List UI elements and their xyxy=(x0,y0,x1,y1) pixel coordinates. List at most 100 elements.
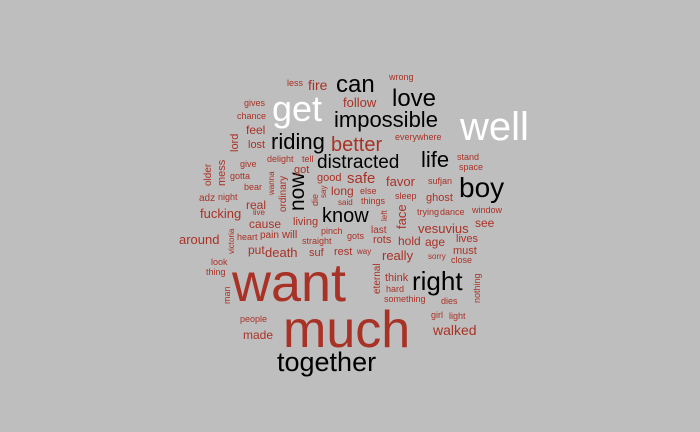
word-must: must xyxy=(453,245,477,257)
word-living: living xyxy=(293,216,319,228)
word-tell: tell xyxy=(302,154,314,164)
word-around: around xyxy=(179,232,220,247)
word-adz: adz xyxy=(199,193,216,204)
word-age: age xyxy=(425,235,446,249)
word-know: know xyxy=(322,205,369,227)
word-will: will xyxy=(282,229,298,241)
word-now: now xyxy=(286,172,309,211)
word-said: said xyxy=(338,198,353,207)
word-gots: gots xyxy=(347,231,365,241)
word-gives: gives xyxy=(244,98,266,108)
word-girl: girl xyxy=(431,310,444,320)
word-sleep: sleep xyxy=(395,191,417,201)
word-life: life xyxy=(421,147,450,172)
word-pain: pain xyxy=(260,230,279,241)
word-riding: riding xyxy=(271,129,325,154)
word-wrong: wrong xyxy=(389,72,414,82)
word-gotta: gotta xyxy=(230,171,251,181)
word-sorry: sorry xyxy=(428,252,446,261)
word-much: much xyxy=(283,301,411,359)
word-stand: stand xyxy=(457,152,480,162)
word-older: older xyxy=(203,163,214,186)
word-fucking: fucking xyxy=(200,206,242,221)
word-real: real xyxy=(246,198,267,212)
word-favor: favor xyxy=(386,174,415,189)
word-mess: mess xyxy=(216,159,228,186)
word-impossible: impossible xyxy=(334,107,438,132)
word-follow: follow xyxy=(343,95,377,110)
word-better: better xyxy=(331,134,383,156)
word-give: give xyxy=(240,159,257,169)
word-bear: bear xyxy=(244,182,263,192)
word-things: things xyxy=(361,196,386,206)
word-really: really xyxy=(382,248,414,263)
word-vesuvius: vesuvius xyxy=(418,221,469,236)
word-made: made xyxy=(243,328,274,342)
word-lord: lord xyxy=(229,133,241,152)
word-lives: lives xyxy=(456,233,479,245)
word-sufjan: sufjan xyxy=(428,176,453,186)
word-light: light xyxy=(449,311,466,321)
word-see: see xyxy=(475,216,495,230)
word-fire: fire xyxy=(308,77,328,93)
word-lost: lost xyxy=(248,139,266,151)
word-way: way xyxy=(357,247,372,256)
word-together: together xyxy=(277,347,377,377)
word-ghost: ghost xyxy=(426,192,453,204)
word-look: look xyxy=(211,257,228,267)
word-long: long xyxy=(331,184,354,198)
word-good: good xyxy=(317,172,342,184)
word-victoria: victoria xyxy=(227,228,236,254)
word-close: close xyxy=(451,255,473,265)
word-can: can xyxy=(336,71,375,98)
word-got: got xyxy=(294,164,310,176)
word-live: live xyxy=(253,208,266,217)
word-straight: straight xyxy=(302,236,332,246)
word-nothing: nothing xyxy=(472,273,482,303)
word-rots: rots xyxy=(373,234,392,246)
word-people: people xyxy=(240,314,268,324)
word-well: well xyxy=(460,105,529,149)
word-delight: delight xyxy=(267,154,294,164)
word-rest: rest xyxy=(334,246,353,258)
word-say: say xyxy=(319,185,328,198)
word-everywhere: everywhere xyxy=(395,132,442,142)
word-ordinary: ordinary xyxy=(278,175,289,212)
word-man: man xyxy=(222,286,232,304)
word-boy: boy xyxy=(459,172,505,203)
word-hard: hard xyxy=(386,284,405,294)
word-put: put xyxy=(248,243,265,257)
word-less: less xyxy=(287,78,304,88)
word-chance: chance xyxy=(237,111,267,121)
word-night: night xyxy=(218,192,238,202)
word-dies: dies xyxy=(441,296,458,306)
word-get: get xyxy=(272,88,323,129)
word-trying: trying xyxy=(417,207,440,217)
word-eternal: eternal xyxy=(372,263,383,294)
word-suf: suf xyxy=(309,247,324,259)
word-safe: safe xyxy=(347,170,376,187)
word-right: right xyxy=(412,266,463,296)
word-face: face xyxy=(394,204,409,229)
word-space: space xyxy=(459,162,484,172)
word-love: love xyxy=(392,85,437,112)
word-distracted: distracted xyxy=(317,152,400,173)
word-hold: hold xyxy=(398,234,421,248)
word-pinch: pinch xyxy=(321,226,343,236)
word-dance: dance xyxy=(440,207,465,217)
word-last: last xyxy=(371,225,387,236)
word-window: window xyxy=(472,205,503,215)
word-think: think xyxy=(385,272,409,284)
word-death: death xyxy=(265,245,298,260)
word-wanna: wanna xyxy=(267,171,276,195)
word-feel: feel xyxy=(246,123,266,137)
word-thing: thing xyxy=(206,267,226,277)
word-heart: heart xyxy=(237,232,258,242)
word-left: left xyxy=(380,210,389,221)
word-cause: cause xyxy=(249,217,282,231)
word-walked: walked xyxy=(433,322,477,338)
word-else: else xyxy=(360,186,377,196)
word-something: something xyxy=(384,294,426,304)
word-want: want xyxy=(232,253,347,313)
